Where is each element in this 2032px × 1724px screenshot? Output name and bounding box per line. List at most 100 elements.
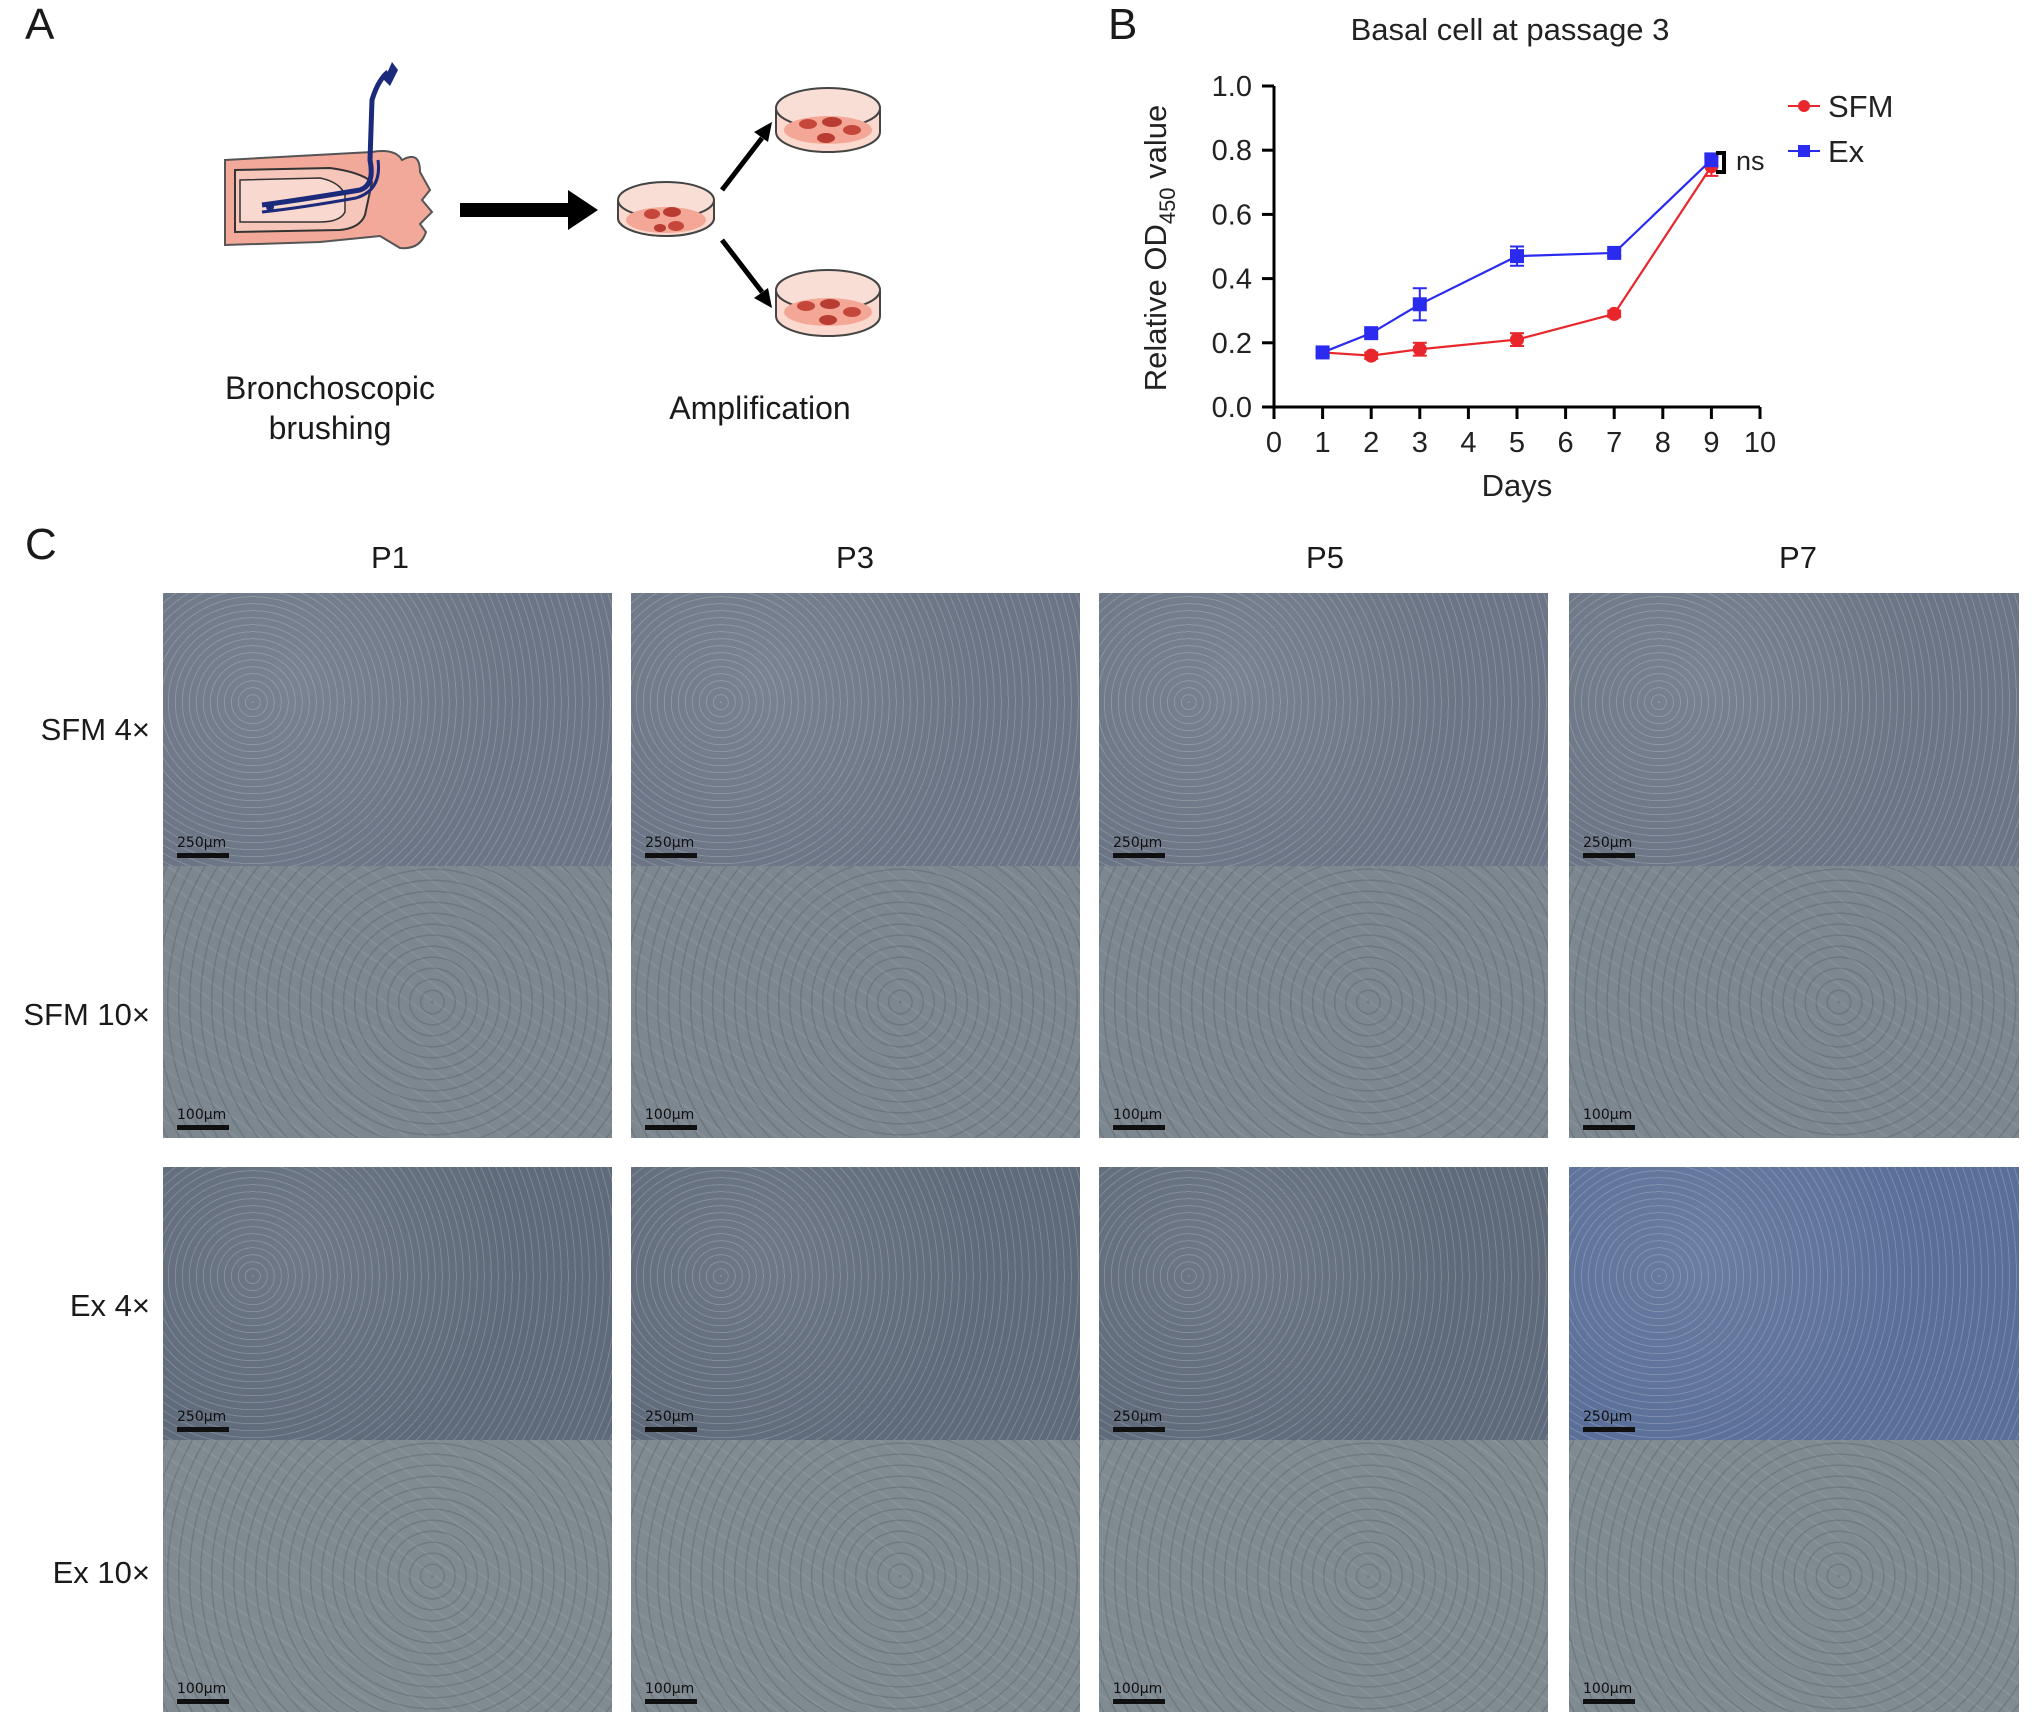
micrograph-ex-p5: 250μm 100μm (1099, 1167, 1548, 1712)
micrograph-sfm-p7: 250μm 100μm (1569, 593, 2019, 1138)
series-line-sfm (1322, 165, 1713, 357)
scale-bar-label: 100μm (1113, 1681, 1163, 1697)
data-point-ex (1412, 297, 1427, 312)
micrograph-10x: 100μm (163, 865, 612, 1138)
micrograph-4x: 250μm (1569, 1167, 2019, 1440)
data-point-sfm (1510, 332, 1524, 347)
legend-sfm-marker (1798, 100, 1810, 112)
micrograph-sfm-p1: 250μm 100μm (163, 593, 612, 1138)
scale-bar-label: 100μm (177, 1681, 227, 1697)
chart-series (1315, 152, 1719, 363)
x-tick-label: 5 (1509, 427, 1525, 459)
scale-bar (177, 1125, 229, 1130)
panel-c-letter: C (25, 520, 57, 569)
scale-bar-label: 250μm (1583, 1408, 1633, 1425)
x-tick-label: 10 (1744, 427, 1776, 459)
culture-dish-top-icon (775, 87, 881, 153)
scale-bar (645, 1699, 697, 1704)
row-label-sfm-4x: SFM 4× (40, 712, 150, 747)
column-label-p5: P5 (1306, 540, 1344, 575)
caption-line-1: Bronchoscopic (225, 370, 435, 406)
x-tick-label: 6 (1558, 427, 1574, 459)
micrograph-4x: 250μm (163, 1167, 612, 1440)
micrograph-10x: 100μm (631, 1439, 1080, 1712)
x-tick-label: 4 (1460, 427, 1476, 459)
scale-bar (177, 852, 229, 858)
scale-bar-label: 100μm (177, 1107, 227, 1123)
scale-bar (645, 1125, 697, 1130)
data-point-ex (1704, 152, 1719, 167)
chart-title: Basal cell at passage 3 (1351, 12, 1670, 47)
chart-legend: SFM Ex (1788, 89, 1893, 169)
panel-b-letter: B (1108, 0, 1138, 49)
legend-ex-label: Ex (1828, 134, 1865, 169)
micrograph-4x: 250μm (163, 593, 612, 866)
x-tick-label: 3 (1412, 427, 1428, 459)
micrograph-10x: 100μm (1569, 1439, 2019, 1712)
scale-bar-label: 250μm (1113, 834, 1163, 851)
panel-a-illustration (224, 62, 881, 337)
x-tick-label: 9 (1703, 427, 1719, 459)
data-point-ex (1510, 249, 1524, 264)
scale-bar-label: 100μm (1583, 1107, 1633, 1123)
scale-bar-label: 250μm (1583, 834, 1633, 851)
legend-ex-marker (1798, 145, 1810, 157)
x-axis-label: Days (1482, 468, 1553, 503)
data-point-ex (1315, 345, 1330, 360)
micrograph-4x: 250μm (631, 1167, 1080, 1440)
scale-bar (645, 852, 697, 858)
column-label-p3: P3 (836, 540, 874, 575)
y-tick-label: 0.4 (1212, 264, 1252, 296)
head-silhouette-icon (224, 150, 434, 250)
panel-a-letter: A (25, 0, 55, 49)
micrograph-4x: 250μm (1569, 593, 2019, 866)
row-label-ex-4x: Ex 4× (69, 1288, 150, 1323)
scale-bar-label: 100μm (645, 1681, 695, 1697)
data-point-ex (1364, 326, 1379, 341)
significance-bracket: ns (1716, 146, 1765, 176)
micrograph-10x: 100μm (631, 865, 1080, 1138)
scale-bar-label: 250μm (645, 834, 695, 851)
scale-bar-label: 250μm (177, 834, 227, 851)
micrograph-10x: 100μm (1099, 1439, 1548, 1712)
micrograph-sfm-p5: 250μm 100μm (1099, 593, 1548, 1138)
scale-bar (1113, 1426, 1165, 1432)
scale-bar-label: 100μm (1113, 1107, 1163, 1123)
y-tick-label: 0.8 (1212, 135, 1252, 167)
scale-bar-label: 100μm (1583, 1681, 1633, 1697)
micrograph-10x: 100μm (1569, 865, 2019, 1138)
micrograph-ex-p1: 250μm 100μm (163, 1167, 612, 1712)
scale-bar (1583, 1699, 1635, 1704)
micrograph-4x: 250μm (631, 593, 1080, 866)
scale-bar (1583, 852, 1635, 858)
bronchoscope-icon (261, 62, 398, 214)
scale-bar-label: 250μm (177, 1408, 227, 1425)
scale-bar-label: 250μm (1113, 1408, 1163, 1425)
y-tick-label: 0.6 (1212, 199, 1252, 231)
micrograph-4x: 250μm (1099, 1167, 1548, 1440)
scale-bar (1113, 1125, 1165, 1130)
chart-axes: 0.0 0.2 0.4 0.6 0.8 1.0 0 1 2 3 4 5 6 7 8 9 10 (1212, 71, 1776, 459)
micrograph-4x: 250μm (1099, 593, 1548, 866)
row-label-sfm-10x: SFM 10× (23, 997, 150, 1032)
x-tick-label: 8 (1655, 427, 1671, 459)
scale-bar (1583, 1426, 1635, 1432)
scale-bar (1583, 1125, 1635, 1130)
data-point-sfm (1607, 306, 1622, 321)
y-tick-label: 0.2 (1212, 328, 1252, 360)
micrograph-ex-p3: 250μm 100μm (631, 1167, 1080, 1712)
significance-label: ns (1736, 146, 1765, 176)
caption-bronchoscopic-brushing: Bronchoscopic brushing (190, 368, 470, 448)
culture-dish-bottom-icon (775, 269, 881, 337)
scale-bar-label: 100μm (645, 1107, 695, 1123)
series-line-ex (1322, 159, 1713, 354)
y-tick-label: 0.0 (1212, 392, 1252, 424)
data-point-sfm (1364, 348, 1379, 363)
micrograph-10x: 100μm (163, 1439, 612, 1712)
scale-bar (645, 1426, 697, 1432)
scale-bar (1113, 852, 1165, 858)
legend-sfm-label: SFM (1828, 89, 1893, 124)
diagonal-arrows-icon (720, 122, 772, 308)
x-tick-label: 7 (1606, 427, 1622, 459)
scale-bar (1113, 1699, 1165, 1704)
